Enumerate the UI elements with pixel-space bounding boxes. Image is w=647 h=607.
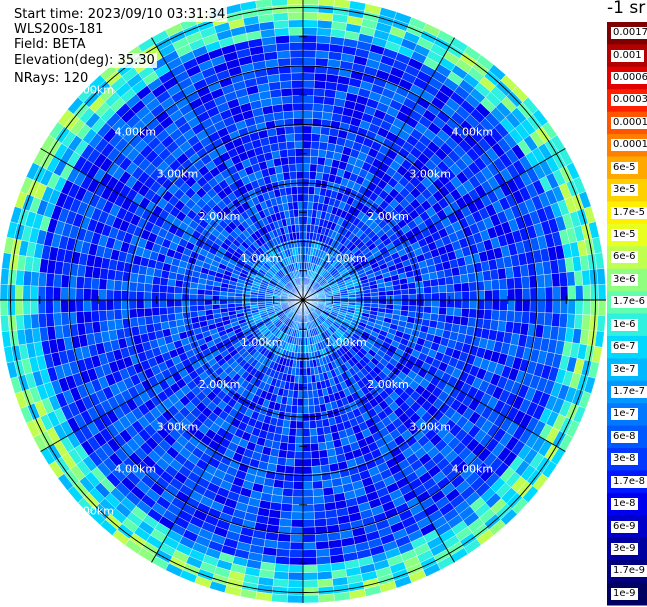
colorbar-tick-label: 1.7e-7	[611, 385, 647, 398]
colorbar-tick-label: 0.0001	[611, 139, 647, 152]
colorbar-tick-label: 6e-7	[611, 341, 638, 354]
colorbar-tick-label: 6e-6	[611, 251, 638, 264]
colorbar-tick-label: 6e-8	[611, 430, 638, 443]
colorbar-tick-label: 0.00017	[611, 116, 647, 129]
colorbar-tick-label: 1e-6	[611, 318, 638, 331]
colorbar-tick-label: 1.7e-6	[611, 296, 647, 309]
colorbar-tick-label: 3e-8	[611, 453, 638, 466]
colorbar-tick-label: 3e-7	[611, 363, 638, 376]
colorbar-tick-label: 3e-6	[611, 273, 638, 286]
colorbar-tick-label: 1e-8	[611, 498, 638, 511]
colorbar-tick-label: 1.7e-8	[611, 475, 647, 488]
colorbar-tick-label: 6e-5	[611, 161, 638, 174]
colorbar-tick-label: 3e-5	[611, 184, 638, 197]
colorbar-tick-label: 0.0017	[611, 27, 647, 40]
colorbar-tick-label: 0.0003	[611, 94, 647, 107]
colorbar-tick-label: 3e-9	[611, 542, 638, 555]
colorbar-tick-label: 0.001	[611, 49, 644, 62]
colorbar-tick-label: 6e-9	[611, 520, 638, 533]
colorbar-tick-label: 1.7e-5	[611, 206, 647, 219]
colorbar-tick-label: 1.7e-9	[611, 565, 647, 578]
colorbar-tick-label: 1e-9	[611, 587, 638, 600]
colorbar-tick-label: 1e-7	[611, 408, 638, 421]
backscatter-field	[0, 0, 607, 604]
colorbar-tick-label: 1e-5	[611, 229, 638, 242]
colorbar-tick-label: 0.0006	[611, 72, 647, 85]
